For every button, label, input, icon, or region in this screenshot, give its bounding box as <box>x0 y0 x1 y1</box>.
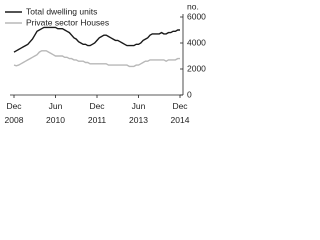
chart: no. 0 2000 4000 6000 Dec 2008 Jun 2010 Dec 2011 Ju… <box>5 1 207 125</box>
x-tick-label-line: 2011 <box>88 115 107 125</box>
series-line <box>13 26 180 53</box>
x-tick-label-line: Dec <box>6 101 22 111</box>
x-tick-label-line: Dec <box>89 101 105 111</box>
x-tick-label: Dec 2011 <box>88 101 107 125</box>
x-tick-label-line: 2014 <box>171 115 190 125</box>
x-tick-label: Jun 2010 <box>46 101 65 125</box>
y-tick-label: 6000 <box>187 11 206 21</box>
x-tick-label-line: 2013 <box>129 115 148 125</box>
y-tick-label: 0 <box>187 89 192 99</box>
x-tick-label-line: 2008 <box>5 115 24 125</box>
y-tick-label: 2000 <box>187 63 206 73</box>
x-tick-label-line: 2010 <box>46 115 65 125</box>
x-tick-label-line: Dec <box>172 101 188 111</box>
series-line <box>13 50 180 68</box>
x-tick-label: Jun 2013 <box>129 101 148 125</box>
legend-label: Total dwelling units <box>26 6 97 16</box>
x-tick-label-line: Jun <box>132 101 146 111</box>
x-tick-label: Dec 2008 <box>5 101 24 125</box>
y-tick-label: 4000 <box>187 37 206 47</box>
y-axis-label: no. <box>187 1 199 11</box>
x-tick-label: Dec 2014 <box>171 101 190 125</box>
x-tick-label-line: Jun <box>49 101 63 111</box>
legend-label: Private sector Houses <box>26 17 109 27</box>
